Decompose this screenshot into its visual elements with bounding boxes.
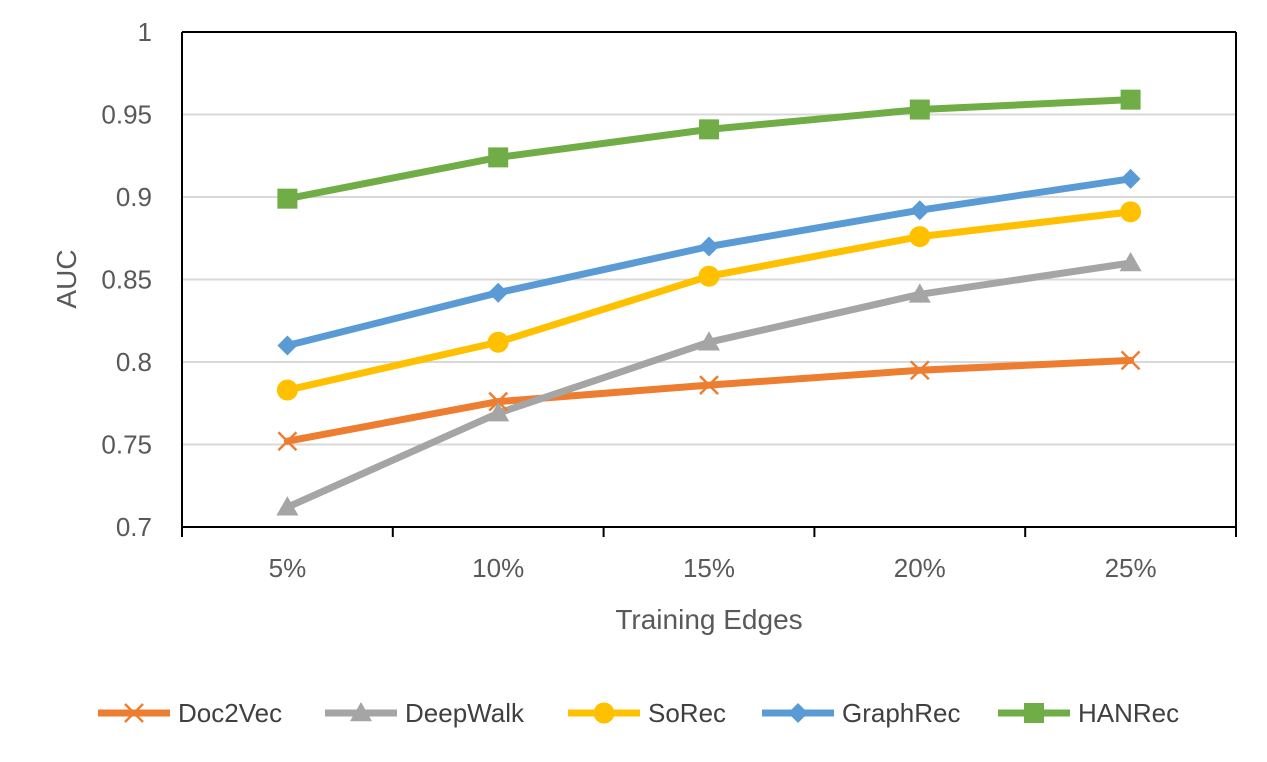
point-graphrec — [488, 282, 509, 303]
y-tick-label: 0.9 — [116, 182, 152, 212]
legend-item-sorec: SoRec — [568, 698, 726, 728]
legend-item-hanrec: HANRec — [998, 698, 1179, 728]
point-deepwalk — [698, 331, 720, 351]
y-tick-label: 0.7 — [116, 512, 152, 542]
legend-label: Doc2Vec — [178, 698, 282, 728]
series-line-graphrec — [283, 175, 1135, 349]
point-doc2vec — [277, 431, 298, 452]
point-deepwalk — [487, 402, 510, 422]
series-line-doc2vec — [283, 356, 1135, 445]
series-markers — [276, 89, 1142, 516]
point-doc2vec — [1120, 350, 1141, 371]
legend-item-graphrec: GraphRec — [762, 698, 961, 728]
point-doc2vec — [488, 391, 509, 412]
x-tick-label: 20% — [894, 553, 946, 583]
point-sorec — [909, 226, 931, 248]
point-graphrec — [699, 236, 719, 257]
legend-swatch-marker — [124, 703, 144, 723]
y-tick-label: 0.8 — [116, 347, 152, 377]
point-sorec — [487, 331, 509, 353]
legend-item-deepwalk: DeepWalk — [325, 698, 525, 728]
point-sorec — [1120, 201, 1142, 223]
legend: Doc2Vec DeepWalk SoRec GraphRec HANRec — [98, 698, 1179, 728]
point-hanrec — [277, 188, 298, 209]
y-tick-label: 0.75 — [101, 430, 152, 460]
legend-swatch-marker — [350, 702, 372, 722]
legend-label: GraphRec — [842, 698, 961, 728]
point-deepwalk — [908, 283, 931, 303]
x-tick-label: 15% — [683, 553, 735, 583]
point-hanrec — [699, 119, 719, 140]
legend-swatch-marker — [788, 703, 808, 723]
legend-swatch-marker — [593, 702, 615, 724]
y-tick-label: 0.95 — [101, 100, 152, 130]
legend-label: SoRec — [648, 698, 726, 728]
point-graphrec — [1120, 168, 1141, 189]
point-sorec — [276, 379, 298, 401]
legend-label: HANRec — [1078, 698, 1179, 728]
axes — [181, 31, 1237, 537]
legend-swatch-marker — [1024, 703, 1044, 723]
point-deepwalk — [276, 496, 299, 516]
x-tick-label: 5% — [269, 553, 307, 583]
series-lines — [283, 96, 1135, 511]
y-tick-label: 1 — [138, 17, 152, 47]
x-axis-title: Training Edges — [615, 604, 802, 635]
legend-label: DeepWalk — [405, 698, 525, 728]
point-doc2vec — [909, 360, 930, 381]
point-graphrec — [277, 335, 298, 356]
point-hanrec — [909, 99, 930, 120]
point-doc2vec — [699, 375, 719, 395]
legend-item-doc2vec: Doc2Vec — [98, 698, 282, 728]
x-tick-label: 25% — [1105, 553, 1157, 583]
point-deepwalk — [1119, 252, 1142, 272]
x-tick-label: 10% — [472, 553, 524, 583]
y-tick-label: 0.85 — [101, 265, 152, 295]
point-hanrec — [488, 147, 509, 168]
point-sorec — [698, 265, 720, 287]
y-axis-title: AUC — [51, 249, 82, 308]
point-graphrec — [909, 200, 930, 221]
point-hanrec — [1120, 89, 1141, 110]
